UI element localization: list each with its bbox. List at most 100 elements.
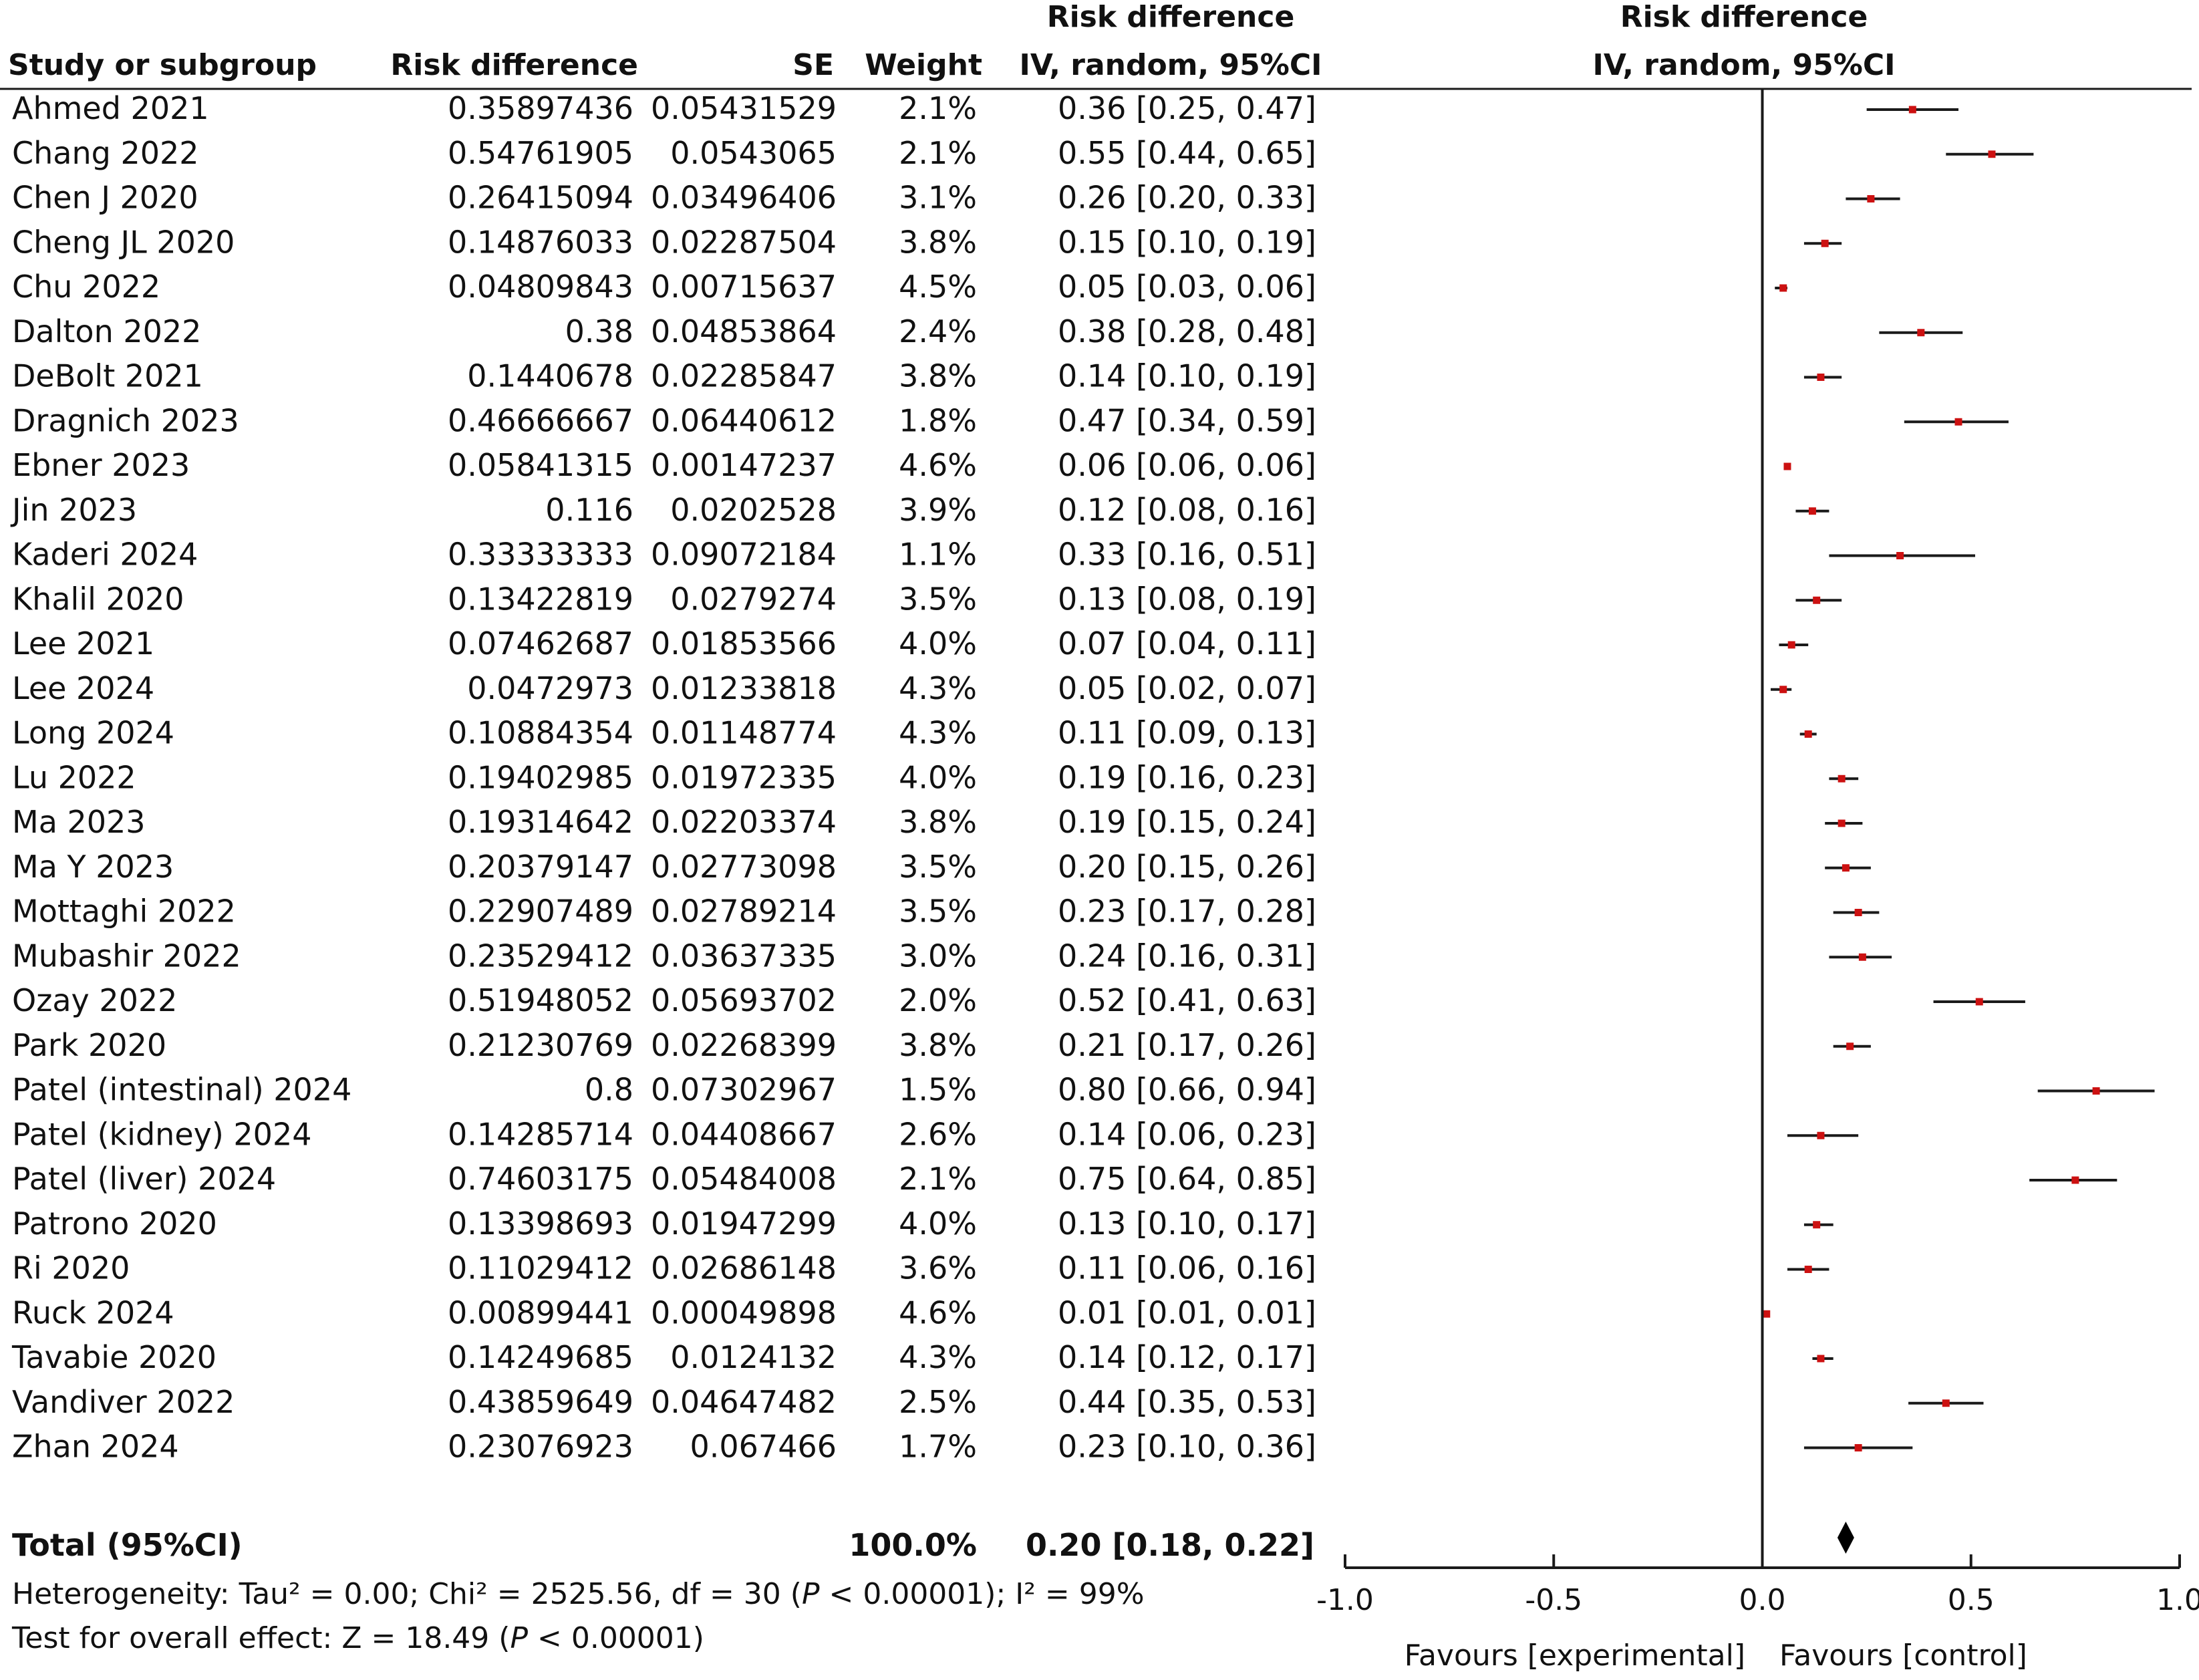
weight-value: 1.7%: [899, 1429, 977, 1465]
risk-difference-value: 0.23529412: [448, 938, 633, 974]
risk-difference-value: 0.19314642: [448, 804, 633, 840]
weight-value: 1.8%: [899, 402, 977, 438]
ci-value: 0.11 [0.09, 0.13]: [1058, 715, 1316, 751]
total-weight: 100.0%: [849, 1527, 977, 1563]
heterogeneity-prefix: Heterogeneity: Tau² = 0.00; Chi² = 2525.…: [12, 1577, 802, 1611]
risk-difference-value: 0.23076923: [448, 1429, 633, 1465]
point-estimate: [1917, 329, 1925, 337]
overall-effect-p-symbol: P: [510, 1621, 528, 1655]
ci-value: 0.52 [0.41, 0.63]: [1058, 982, 1316, 1018]
risk-difference-value: 0.8: [585, 1072, 633, 1108]
weight-value: 3.5%: [899, 581, 977, 617]
ci-value: 0.23 [0.10, 0.36]: [1058, 1429, 1316, 1465]
weight-value: 3.5%: [899, 893, 977, 930]
weight-value: 2.1%: [899, 135, 977, 171]
ci-value: 0.11 [0.06, 0.16]: [1058, 1250, 1316, 1286]
ci-value: 0.05 [0.03, 0.06]: [1058, 269, 1316, 305]
study-name: Chu 2022: [12, 269, 160, 305]
header-plot-title-1: Risk difference: [1620, 0, 1868, 34]
se-value: 0.03496406: [651, 180, 837, 216]
se-value: 0.02287504: [651, 224, 837, 260]
risk-difference-value: 0.19402985: [448, 759, 633, 795]
se-value: 0.02686148: [651, 1250, 837, 1286]
table-row: Vandiver 2022 0.43859649 0.04647482 2.5% 0.4…: [12, 1384, 1316, 1420]
point-estimate: [2071, 1176, 2079, 1184]
study-name: Lu 2022: [12, 759, 136, 795]
table-row: Ma Y 2023 0.20379147 0.02773098 3.5% 0.20 [0…: [12, 849, 1316, 885]
header-study: Study or subgroup: [8, 48, 317, 82]
weight-value: 4.0%: [899, 1206, 977, 1242]
axis-tick-label: 0.0: [1739, 1583, 1786, 1617]
point-estimate: [1763, 1310, 1771, 1318]
risk-difference-value: 0.46666667: [448, 402, 633, 438]
table-row: Khalil 2020 0.13422819 0.0279274 3.5% 0.13 […: [12, 581, 1316, 617]
study-name: Chang 2022: [12, 135, 199, 171]
ci-value: 0.33 [0.16, 0.51]: [1058, 537, 1316, 573]
study-name: Patrono 2020: [12, 1206, 217, 1242]
se-value: 0.07302967: [651, 1072, 837, 1108]
header-plot-title-2: IV, random, 95%CI: [1592, 48, 1895, 82]
ci-value: 0.12 [0.08, 0.16]: [1058, 492, 1316, 528]
ci-value: 0.23 [0.17, 0.28]: [1058, 893, 1316, 930]
table-row: Patel (kidney) 2024 0.14285714 0.04408667 2…: [12, 1116, 1316, 1152]
study-name: Long 2024: [12, 715, 174, 751]
table-row: DeBolt 2021 0.1440678 0.02285847 3.8% 0.14 […: [12, 358, 1316, 394]
se-value: 0.05431529: [651, 90, 837, 126]
point-estimate: [1779, 284, 1787, 292]
study-name: Zhan 2024: [12, 1429, 179, 1465]
table-row: Zhan 2024 0.23076923 0.067466 1.7% 0.23 [0.1…: [12, 1429, 1316, 1465]
table-row: Ruck 2024 0.00899441 0.00049898 4.6% 0.01 [0…: [12, 1294, 1316, 1331]
se-value: 0.01148774: [651, 715, 837, 751]
table-row: Ahmed 2021 0.35897436 0.05431529 2.1% 0.36 […: [12, 90, 1316, 126]
ci-value: 0.19 [0.16, 0.23]: [1058, 759, 1316, 795]
study-name: Tavabie 2020: [11, 1339, 216, 1375]
weight-value: 2.1%: [899, 1161, 977, 1197]
table-row: Long 2024 0.10884354 0.01148774 4.3% 0.11 [0…: [12, 715, 1316, 751]
weight-value: 2.0%: [899, 982, 977, 1018]
weight-value: 3.0%: [899, 938, 977, 974]
weight-value: 4.3%: [899, 670, 977, 706]
overall-effect-text: Test for overall effect: Z = 18.49 (P < …: [11, 1621, 704, 1655]
point-estimate: [1779, 686, 1787, 694]
table-row: Chang 2022 0.54761905 0.0543065 2.1% 0.55 [0…: [12, 135, 1316, 171]
se-value: 0.05693702: [651, 982, 837, 1018]
risk-difference-value: 0.1440678: [467, 358, 633, 394]
risk-difference-value: 0.35897436: [448, 90, 633, 126]
risk-difference-value: 0.74603175: [448, 1161, 633, 1197]
risk-difference-value: 0.20379147: [448, 849, 633, 885]
se-value: 0.0202528: [670, 492, 837, 528]
study-name: Ma Y 2023: [12, 849, 174, 885]
se-value: 0.0279274: [670, 581, 837, 617]
ci-value: 0.14 [0.10, 0.19]: [1058, 358, 1316, 394]
point-estimate: [1813, 1221, 1821, 1229]
point-estimate: [1838, 819, 1846, 827]
study-name: DeBolt 2021: [12, 358, 203, 394]
ci-value: 0.75 [0.64, 0.85]: [1058, 1161, 1316, 1197]
weight-value: 4.3%: [899, 715, 977, 751]
se-value: 0.06440612: [651, 402, 837, 438]
header-ci-title-2: IV, random, 95%CI: [1019, 48, 1322, 82]
weight-value: 4.5%: [899, 269, 977, 305]
se-value: 0.04647482: [651, 1384, 837, 1420]
risk-difference-value: 0.07462687: [448, 625, 633, 662]
weight-value: 3.1%: [899, 180, 977, 216]
weight-value: 4.6%: [899, 1294, 977, 1331]
table-row: Lu 2022 0.19402985 0.01972335 4.0% 0.19 [0.1…: [12, 759, 1316, 795]
risk-difference-value: 0.33333333: [448, 537, 633, 573]
table-row: Dalton 2022 0.38 0.04853864 2.4% 0.38 [0.28,…: [12, 313, 1316, 349]
weight-value: 3.8%: [899, 358, 977, 394]
weight-value: 4.0%: [899, 625, 977, 662]
ci-value: 0.55 [0.44, 0.65]: [1058, 135, 1316, 171]
study-name: Dragnich 2023: [12, 402, 239, 438]
point-estimate: [1787, 641, 1795, 649]
point-estimate: [1842, 864, 1850, 872]
weight-value: 3.5%: [899, 849, 977, 885]
header-ci-title-1: Risk difference: [1047, 0, 1295, 34]
ci-value: 0.36 [0.25, 0.47]: [1058, 90, 1316, 126]
study-name: Kaderi 2024: [12, 537, 198, 573]
se-value: 0.04853864: [651, 313, 837, 349]
ci-value: 0.05 [0.02, 0.07]: [1058, 670, 1316, 706]
table-row: Patrono 2020 0.13398693 0.01947299 4.0% 0.13…: [12, 1206, 1316, 1242]
table-row: Cheng JL 2020 0.14876033 0.02287504 3.8% 0.1…: [12, 224, 1316, 260]
